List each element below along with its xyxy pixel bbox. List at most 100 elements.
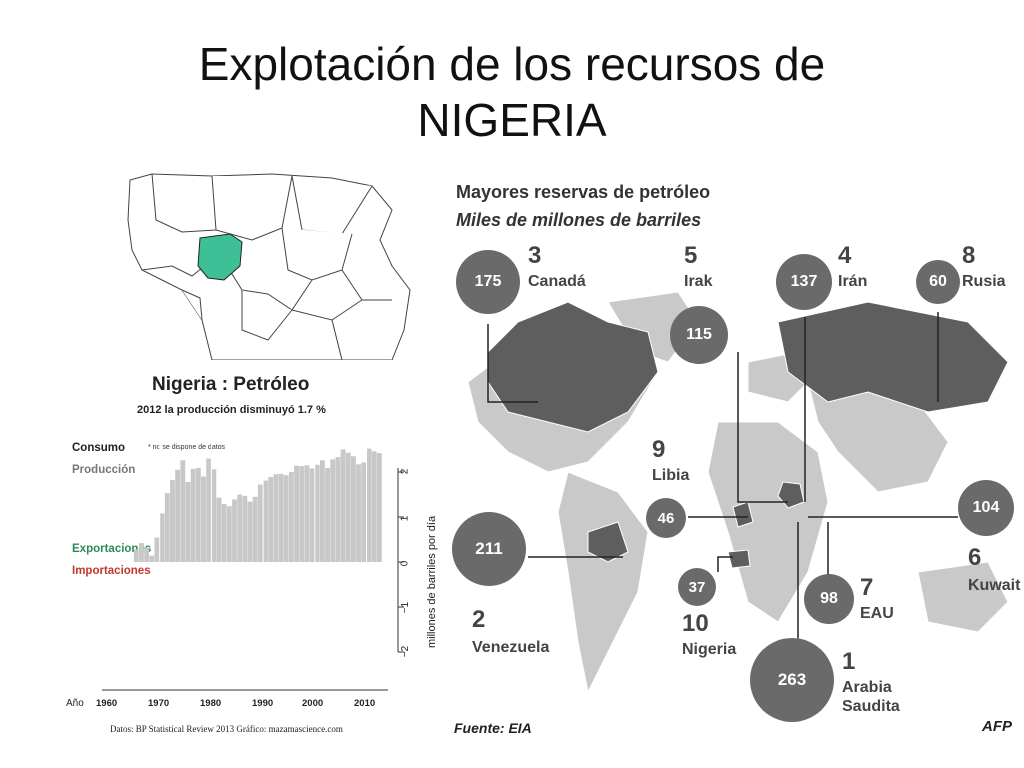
ytick-minus-1: −1: [400, 601, 412, 614]
bar-1972: [170, 480, 175, 562]
rank-arabia-saudita: 1: [842, 648, 856, 675]
bar-2005: [340, 449, 346, 562]
bar-1996: [294, 465, 299, 562]
map-source: Fuente: EIA: [454, 720, 532, 736]
bar-2001: [319, 460, 325, 562]
name-arabia-saudita: Arabia Saudita: [842, 679, 900, 715]
bar-1990: [263, 480, 268, 562]
rank-eau: 7: [860, 574, 874, 601]
map-heading: Mayores reservas de petróleo: [456, 182, 711, 202]
bar-1967: [144, 547, 150, 562]
legend-importaciones: Importaciones: [72, 565, 151, 577]
title-line-1: Explotación de los recursos de: [198, 38, 826, 90]
bar-2009: [361, 462, 367, 562]
ytick-0: 0: [399, 560, 411, 567]
bubble-kuwait: 104: [958, 480, 1014, 536]
chart-title: Nigeria : Petróleo: [152, 374, 310, 395]
bar-2011: [371, 451, 377, 562]
bar-1978: [201, 476, 206, 562]
world-reserves-map: Mayores reservas de petróleo Miles de mi…: [448, 172, 1024, 750]
name-iran: Irán: [838, 273, 868, 290]
bar-1993: [278, 473, 284, 562]
bar-1991: [268, 476, 274, 562]
afp-logo: AFP: [982, 718, 1012, 735]
rank-kuwait: 6: [968, 544, 982, 571]
bar-2000: [314, 464, 320, 562]
bar-2002: [325, 467, 331, 562]
rank-iran: 4: [838, 242, 852, 269]
bar-1969: [154, 537, 160, 562]
name-nigeria: Nigeria: [682, 641, 737, 658]
name-rusia: Rusia: [962, 273, 1006, 290]
name-kuwait: Kuwait: [968, 577, 1021, 594]
bar-1999: [309, 468, 315, 562]
bar-1982: [221, 503, 227, 562]
ytick-2: 2: [399, 468, 411, 475]
chart-subtitle: 2012 la producción disminuyó 1.7 %: [137, 404, 326, 416]
bar-1989: [257, 484, 263, 562]
y-axis-label: millones de barriles por día: [426, 515, 438, 648]
bar-2012: [376, 453, 382, 562]
bar-1984: [232, 499, 237, 562]
ytick-minus-2: −2: [400, 645, 412, 658]
bar-2008: [356, 464, 362, 562]
bar-1980: [211, 469, 217, 562]
bar-1997: [299, 466, 305, 562]
xtick-1960: 1960: [96, 698, 118, 709]
rank-libia: 9: [652, 436, 666, 463]
rank-canada: 3: [528, 242, 542, 269]
name-venezuela: Venezuela: [472, 639, 550, 656]
bar-2010: [366, 448, 372, 562]
bubble-arabia-saudita: 263: [750, 638, 834, 722]
nigeria-highlight: [197, 233, 243, 281]
bar-1986: [242, 495, 248, 562]
bubble-venezuela: 211: [452, 512, 526, 586]
name-eau: EAU: [860, 605, 894, 622]
bar-1983: [226, 506, 232, 562]
bubble-iran: 137: [776, 254, 832, 310]
no-data-note: * no se dispone de datos: [148, 444, 226, 451]
bubble-nigeria: 37: [678, 568, 716, 606]
bar-1966: [139, 543, 144, 562]
bubble-irak: 115: [670, 306, 728, 364]
bar-1988: [252, 496, 258, 562]
bar-1998: [304, 465, 310, 562]
nigeria-oil-chart: Nigeria : Petróleo 2012 la producción di…: [62, 170, 442, 750]
bar-1977: [195, 467, 201, 562]
xtick-2000: 2000: [302, 698, 324, 709]
legend-exportaciones: Exportaciones: [72, 543, 152, 555]
map-subheading: Miles de millones de barriles: [456, 210, 702, 230]
bar-1965: [133, 549, 139, 562]
bubble-libia: 46: [646, 498, 686, 538]
bubble-rusia: 60: [916, 260, 960, 304]
bar-1995: [288, 472, 294, 562]
production-bars: [102, 440, 404, 691]
bar-1981: [216, 497, 222, 562]
bar-1968: [149, 555, 155, 562]
bar-2006: [345, 452, 351, 562]
bubble-canada: 175: [456, 250, 520, 314]
legend-consumo: Consumo: [72, 442, 126, 454]
leader-lines: [487, 312, 958, 642]
title-line-2: NIGERIA: [417, 94, 607, 146]
xtick-1980: 1980: [200, 698, 222, 709]
rank-rusia: 8: [962, 242, 976, 269]
xtick-2010: 2010: [354, 698, 376, 709]
legend-produccion: Producción: [72, 464, 136, 476]
bar-1976: [190, 468, 196, 562]
bar-1994: [283, 475, 289, 562]
bar-2004: [335, 457, 341, 562]
africa-locator-map: [127, 173, 411, 360]
name-libia: Libia: [652, 467, 690, 484]
ytick-1: 1: [399, 515, 411, 522]
bar-1987: [247, 501, 253, 562]
bar-1992: [273, 474, 279, 562]
bar-1975: [185, 481, 191, 562]
bar-2003: [330, 459, 336, 562]
x-axis-label: Año: [66, 698, 84, 709]
bar-1970: [159, 513, 165, 562]
bubble-eau: 98: [804, 574, 854, 624]
xtick-1990: 1990: [252, 698, 274, 709]
rank-irak: 5: [684, 242, 698, 269]
bar-1974: [180, 460, 186, 562]
